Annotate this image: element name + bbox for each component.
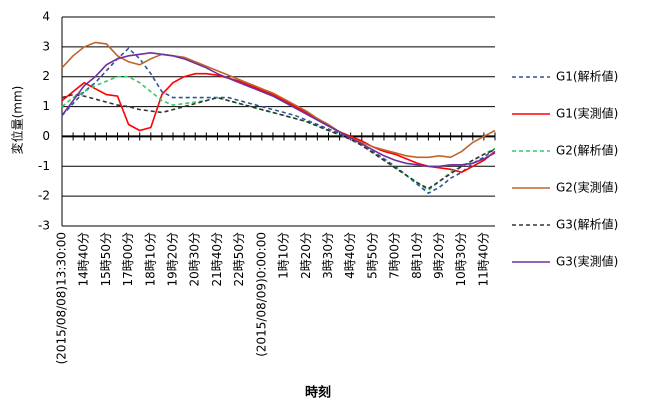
legend-label: G1(解析値) — [556, 69, 618, 84]
x-tick-label: 11時40分 — [476, 232, 490, 287]
y-tick-label: -3 — [38, 219, 50, 233]
series-line — [61, 93, 496, 190]
y-tick-label: 1 — [42, 99, 50, 113]
x-tick-label: 19時20分 — [166, 232, 180, 287]
x-tick-label: 5時50分 — [365, 232, 379, 279]
x-axis-title: 時刻 — [305, 385, 331, 401]
y-tick-label: -1 — [38, 159, 50, 173]
x-tick-label: 14時40分 — [77, 232, 91, 287]
x-tick-label: 2時20分 — [299, 232, 313, 279]
x-tick-label: 3時30分 — [321, 232, 335, 279]
x-tick-label: 22時50分 — [232, 232, 246, 287]
x-tick-label: 8時10分 — [410, 232, 424, 279]
x-tick-label: (2015/08/08)13:30:00 — [55, 232, 69, 364]
legend-label: G3(実測値) — [556, 254, 618, 269]
legend-label: G1(実測値) — [556, 106, 618, 121]
legend-label: G2(解析値) — [556, 143, 618, 158]
series-line — [61, 75, 496, 192]
y-tick-label: 4 — [42, 10, 50, 24]
x-tick-label: 21時40分 — [210, 232, 224, 287]
y-tick-label: 0 — [42, 129, 50, 143]
x-tick-label: 15時50分 — [99, 232, 113, 287]
x-tick-label: 10時30分 — [454, 232, 468, 287]
y-axis-title: 変位量(mm) — [10, 86, 25, 155]
y-tick-label: 3 — [42, 39, 50, 53]
y-tick-label: 2 — [42, 69, 50, 83]
x-tick-label: 7時00分 — [388, 232, 402, 279]
series-line — [61, 51, 496, 168]
legend-label: G2(実測値) — [556, 180, 618, 195]
x-tick-label: 1時10分 — [277, 232, 291, 279]
series-line — [61, 41, 496, 159]
x-tick-label: 4時40分 — [343, 232, 357, 279]
x-tick-label: 9時20分 — [432, 232, 446, 279]
series-line — [61, 47, 496, 195]
legend-label: G3(解析値) — [556, 217, 618, 232]
x-tick-label: 20時30分 — [188, 232, 202, 287]
y-tick-label: -2 — [38, 189, 50, 203]
x-tick-label: 18時10分 — [143, 232, 157, 287]
x-tick-label: 17時00分 — [121, 232, 135, 287]
x-tick-label: (2015/08/09)0:00:00 — [254, 232, 268, 357]
